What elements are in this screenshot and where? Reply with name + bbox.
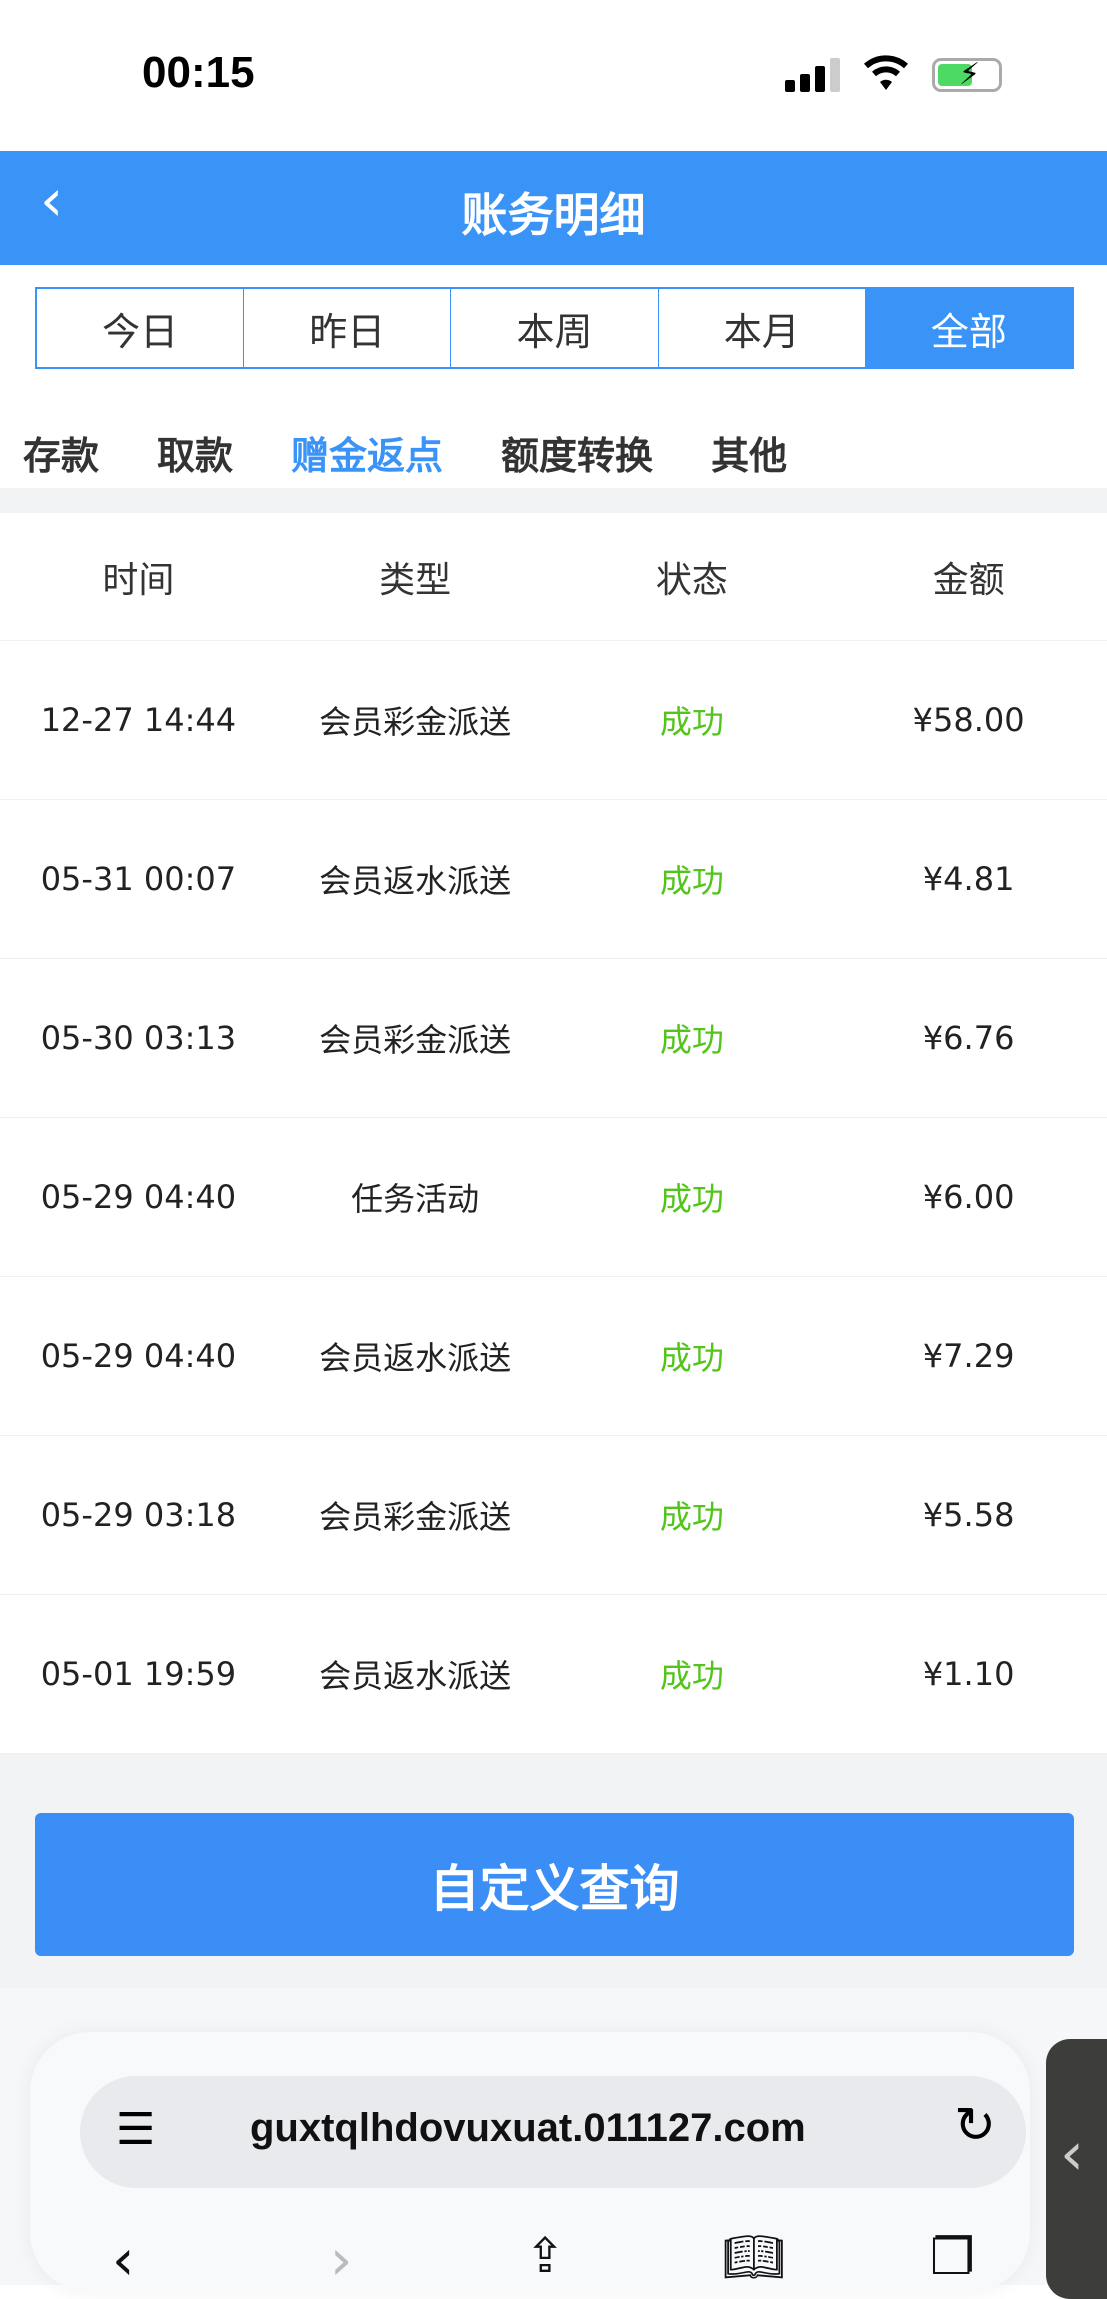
date-filter-week[interactable]: 本周	[451, 289, 659, 367]
cell-amount: ¥58.00	[912, 701, 1025, 739]
column-status: 状态	[655, 559, 728, 601]
top-bar: ‹ 账务明细	[0, 151, 1107, 265]
tab-deposit[interactable]: 存款	[23, 434, 100, 478]
table-row: 05-30 03:13 会员彩金派送 成功 ¥6.76	[0, 959, 1107, 1118]
tab-bonus-rebate[interactable]: 赠金返点	[291, 434, 444, 478]
table-row: 05-29 04:40 任务活动 成功 ¥6.00	[0, 1118, 1107, 1277]
cell-status: 成功	[659, 1498, 724, 1536]
cell-amount: ¥1.10	[922, 1655, 1015, 1693]
date-filter-month[interactable]: 本月	[659, 289, 866, 367]
date-filter-all[interactable]: 全部	[865, 289, 1073, 367]
cell-status: 成功	[659, 862, 724, 900]
share-icon[interactable]: ⇪	[525, 2228, 566, 2284]
wifi-icon	[864, 55, 908, 90]
page-title: 账务明细	[461, 188, 646, 242]
cell-time: 05-29 04:40	[40, 1178, 237, 1216]
cell-type: 会员返水派送	[319, 1339, 512, 1377]
cell-type: 任务活动	[351, 1180, 480, 1218]
cell-status: 成功	[659, 1021, 724, 1059]
cell-time: 12-27 14:44	[40, 701, 237, 739]
cell-status: 成功	[659, 1180, 724, 1218]
status-bar: 00:15 ⚡	[0, 0, 1107, 151]
cell-time: 05-29 04:40	[40, 1337, 237, 1375]
cell-type: 会员彩金派送	[319, 1498, 512, 1536]
cell-amount: ¥6.76	[922, 1019, 1015, 1057]
side-handle-chevron-icon[interactable]: ‹	[1046, 2039, 1107, 2299]
cell-status: 成功	[659, 1339, 724, 1377]
cell-type: 会员返水派送	[319, 1657, 512, 1695]
table-row: 05-29 04:40 会员返水派送 成功 ¥7.29	[0, 1277, 1107, 1436]
table-row: 12-27 14:44 会员彩金派送 成功 ¥58.00	[0, 641, 1107, 800]
cell-time: 05-01 19:59	[40, 1655, 237, 1693]
cell-type: 会员彩金派送	[319, 1021, 512, 1059]
column-time: 时间	[102, 559, 175, 601]
table-row: 05-01 19:59 会员返水派送 成功 ¥1.10	[0, 1595, 1107, 1754]
category-tabs: 存款 取款 赠金返点 额度转换 其他	[0, 425, 821, 480]
signal-icon	[785, 58, 840, 92]
address-bar[interactable]: ☰ guxtqlhdovuxuat.011127.com ↻	[80, 2076, 1026, 2188]
cell-time: 05-30 03:13	[40, 1019, 237, 1057]
column-amount: 金额	[932, 559, 1005, 601]
table-row: 05-31 00:07 会员返水派送 成功 ¥4.81	[0, 800, 1107, 959]
cell-status: 成功	[659, 703, 724, 741]
cell-amount: ¥5.58	[922, 1496, 1015, 1534]
bookmarks-icon[interactable]: 📖︎	[722, 2228, 786, 2286]
tab-withdraw[interactable]: 取款	[157, 434, 234, 478]
cell-amount: ¥6.00	[922, 1178, 1015, 1216]
tab-transfer[interactable]: 额度转换	[501, 434, 654, 478]
reload-icon[interactable]: ↻	[954, 2096, 996, 2154]
date-filter: 今日 昨日 本周 本月 全部	[35, 287, 1074, 369]
browser-forward-icon[interactable]: ›	[330, 2228, 353, 2293]
date-filter-today[interactable]: 今日	[37, 289, 245, 367]
column-type: 类型	[379, 559, 452, 601]
battery-charging-icon: ⚡	[932, 57, 1002, 92]
url-text[interactable]: guxtqlhdovuxuat.011127.com	[250, 2106, 806, 2150]
table-header: 时间 类型 状态 金额	[0, 513, 1107, 641]
custom-query-button[interactable]: 自定义查询	[35, 1813, 1074, 1956]
cell-time: 05-29 03:18	[40, 1496, 237, 1534]
date-filter-yesterday[interactable]: 昨日	[244, 289, 452, 367]
tabs-icon[interactable]: ❐	[930, 2228, 975, 2286]
cell-amount: ¥4.81	[922, 860, 1015, 898]
status-time: 00:15	[142, 48, 255, 97]
cell-type: 会员返水派送	[319, 862, 512, 900]
cell-amount: ¥7.29	[922, 1337, 1015, 1375]
browser-back-icon[interactable]: ‹	[112, 2228, 135, 2293]
cell-type: 会员彩金派送	[319, 703, 512, 741]
tab-other[interactable]: 其他	[711, 434, 788, 478]
cell-status: 成功	[659, 1657, 724, 1695]
transactions-table: 时间 类型 状态 金额 12-27 14:44 会员彩金派送 成功 ¥58.00 05-…	[0, 513, 1107, 1754]
reader-mode-icon[interactable]: ☰	[116, 2104, 156, 2155]
cell-time: 05-31 00:07	[40, 860, 237, 898]
back-button[interactable]: ‹	[40, 166, 64, 234]
table-row: 05-29 03:18 会员彩金派送 成功 ¥5.58	[0, 1436, 1107, 1595]
